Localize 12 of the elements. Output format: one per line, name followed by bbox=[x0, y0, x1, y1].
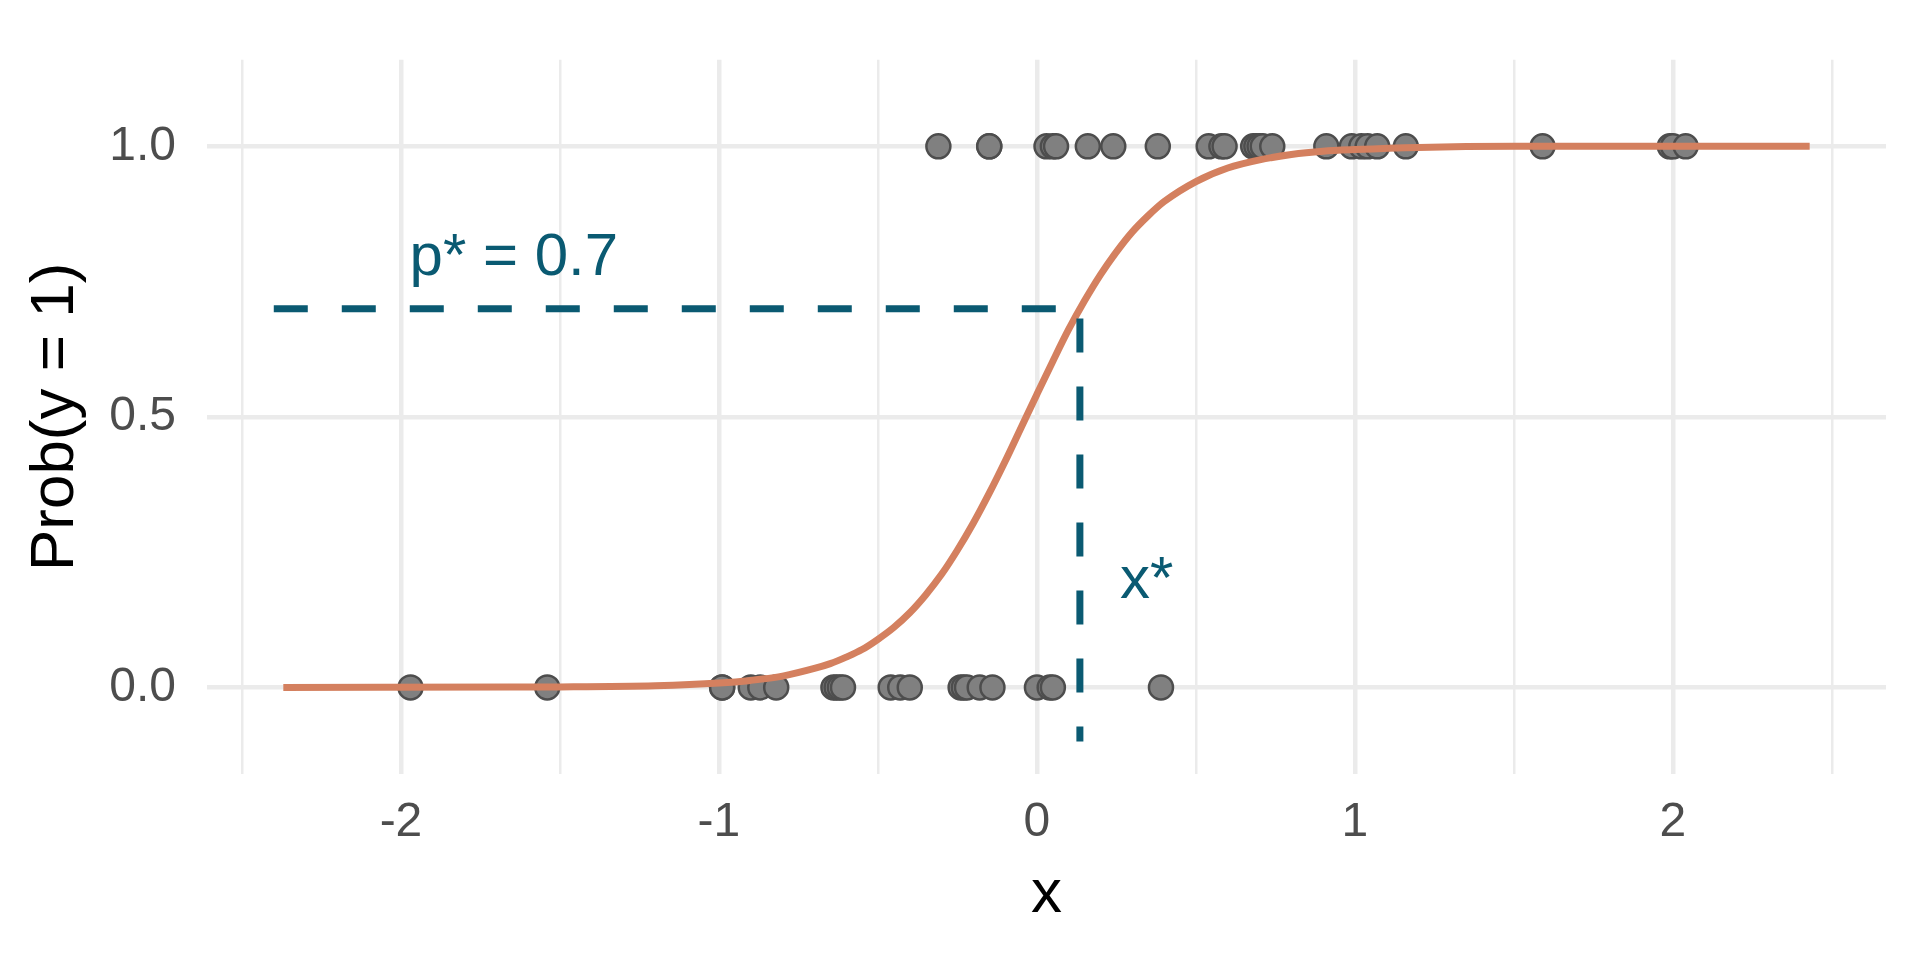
x-axis-title: x bbox=[1031, 855, 1062, 925]
y-axis-title: Prob(y = 1) bbox=[17, 262, 87, 572]
y-tick-label: 1.0 bbox=[109, 116, 176, 170]
x-tick-label: 0 bbox=[1023, 793, 1051, 847]
x-tick-label: -2 bbox=[379, 793, 423, 847]
annotation: x* bbox=[1119, 543, 1174, 611]
x-tick-label: 2 bbox=[1659, 793, 1687, 847]
x-tick-label: -1 bbox=[697, 793, 741, 847]
annotation: p* = 0.7 bbox=[409, 220, 619, 288]
y-tick-label: 0.0 bbox=[109, 657, 176, 711]
x-tick-label: 1 bbox=[1341, 793, 1369, 847]
y-tick-label: 0.5 bbox=[109, 387, 176, 441]
